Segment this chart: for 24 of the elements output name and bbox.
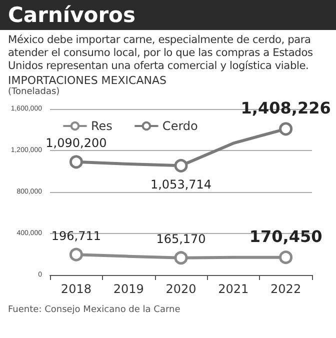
data-label: 165,170 <box>156 232 206 246</box>
text: IMPORTACIONES MEXICANAS <box>7 73 168 87</box>
x-tick-label: 2021 <box>218 282 249 296</box>
point <box>279 250 293 264</box>
y-axis-title: (Toneladas) <box>7 87 61 97</box>
x-tick-label: 2022 <box>270 282 302 296</box>
point <box>279 122 293 136</box>
data-label: 196,711 <box>51 228 102 243</box>
legend-label: Res <box>91 119 112 133</box>
x-tick-label: 2018 <box>60 282 92 296</box>
data-label: 1,090,200 <box>46 136 107 150</box>
data-label: 1,408,226 <box>240 98 331 118</box>
x-tick-label: 2020 <box>166 282 196 296</box>
point <box>174 251 188 265</box>
chart-subtitle: México debe importar carne, especialmente de cerdo, para atender el consumo local, por lo que las compras a Estados Unidos representan una oferta comercial y logística viable. <box>7 33 314 73</box>
data-label: 1,053,714 <box>150 177 212 192</box>
point <box>69 248 83 262</box>
data-label: 170,450 <box>249 227 322 246</box>
chart-title: Carnívoros <box>0 0 336 30</box>
x-tick-label: 2019 <box>113 282 144 296</box>
point <box>69 155 83 169</box>
source-note: Fuente: Consejo Mexicano de la Carne <box>7 305 182 315</box>
legend-label: Cerdo <box>162 119 198 133</box>
point <box>174 158 188 172</box>
